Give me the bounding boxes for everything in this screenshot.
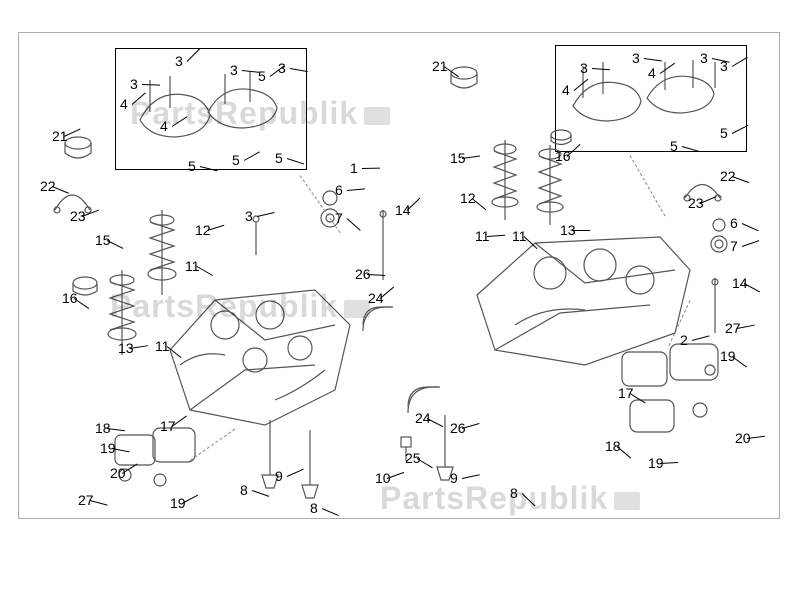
callout-3-49: 3 (632, 50, 640, 66)
leader-45 (572, 230, 590, 231)
callout-5-7: 5 (188, 158, 196, 174)
callout-5-4: 5 (258, 68, 266, 84)
callout-5-53: 5 (670, 138, 678, 154)
callout-8-67: 8 (510, 485, 518, 501)
shim-right (548, 128, 574, 148)
callout-3-51: 3 (700, 50, 708, 66)
callout-6-20: 6 (335, 182, 343, 198)
callout-3-52: 3 (720, 58, 728, 74)
callout-5-9: 5 (275, 150, 283, 166)
tappet-right (448, 65, 480, 91)
callout-2-60: 2 (680, 332, 688, 348)
cylinder-head-left (155, 270, 365, 440)
bolt-3-centre (252, 215, 260, 255)
bolt-67-right (705, 218, 733, 256)
callout-4-2: 4 (120, 96, 128, 112)
callout-3-3: 3 (230, 62, 238, 78)
callout-3-1: 3 (130, 76, 138, 92)
side-cover-left (105, 420, 200, 495)
callout-8-32: 8 (240, 482, 248, 498)
stud-left (378, 210, 388, 280)
callout-4-6: 4 (160, 118, 168, 134)
callout-9-39: 9 (450, 470, 458, 486)
callout-3-0: 3 (175, 53, 183, 69)
callout-3-5: 3 (278, 60, 286, 76)
stud-right (710, 278, 720, 333)
callout-7-21: 7 (335, 210, 343, 226)
callout-5-54: 5 (720, 125, 728, 141)
callout-9-33: 9 (275, 468, 283, 484)
callout-6-57: 6 (730, 215, 738, 231)
valve-spring-right-1 (480, 140, 530, 220)
callout-7-58: 7 (730, 238, 738, 254)
valve-intake-2 (300, 430, 320, 500)
callout-4-48: 4 (562, 82, 570, 98)
callout-5-8: 5 (232, 152, 240, 168)
callout-1-22: 1 (350, 160, 358, 176)
callout-3-16: 3 (245, 208, 253, 224)
callout-3-47: 3 (580, 60, 588, 76)
callout-8-34: 8 (310, 500, 318, 516)
callout-4-50: 4 (648, 65, 656, 81)
